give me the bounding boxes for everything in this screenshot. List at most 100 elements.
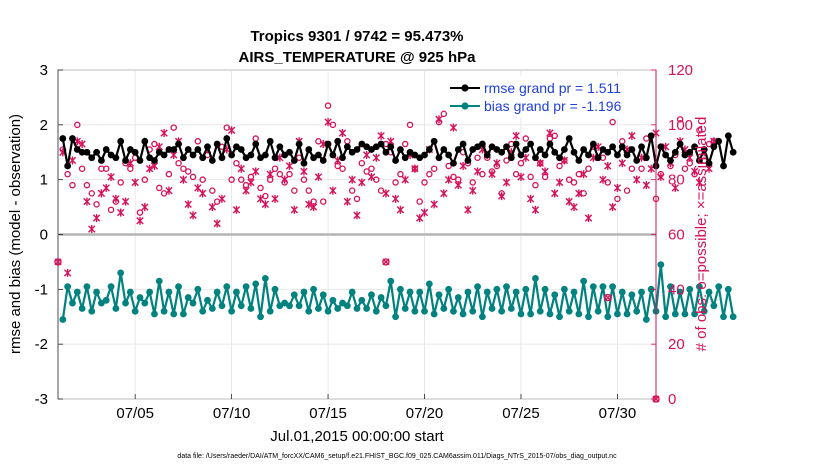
rmse-point-69 (392, 157, 399, 164)
possible-obs-point-51 (305, 187, 313, 194)
y-left-tick-label-4: 1 (40, 172, 48, 189)
assimilated-obs-point-125 (661, 142, 670, 151)
bias-point-55 (324, 307, 332, 315)
y-axis-left-ticks: -3 -2 -1 0 1 2 3 (35, 62, 63, 408)
bias-point-64 (368, 291, 375, 299)
bias-point-128 (676, 288, 684, 296)
possible-obs-point-72 (406, 121, 414, 129)
rmse-point-30 (204, 143, 211, 151)
assimilated-obs-point-61 (353, 211, 361, 220)
rmse-point-134 (705, 159, 713, 167)
possible-obs-point-130 (686, 159, 694, 167)
bias-point-6 (88, 307, 96, 315)
possible-obs-point-1 (64, 170, 71, 178)
rmse-point-6 (88, 154, 96, 162)
possible-obs-point-52 (310, 198, 317, 205)
possible-obs-point-79 (440, 110, 448, 118)
assimilated-obs-point-40 (252, 167, 260, 176)
bias-point-14 (126, 288, 134, 296)
rmse-point-12 (117, 137, 125, 145)
bias-point-73 (411, 307, 419, 315)
assimilated-obs-point-10 (107, 172, 115, 181)
possible-obs-point-117 (623, 187, 631, 194)
bias-point-114 (609, 283, 616, 290)
assimilated-obs-point-21 (160, 129, 168, 138)
bias-point-12 (117, 269, 125, 277)
legend-bias-label: bias grand pr = -1.196 (484, 98, 622, 114)
rmse-point-43 (266, 137, 274, 145)
chart-title: Tropics 9301 / 9742 = 95.473% (250, 28, 463, 45)
bias-point-111 (594, 307, 602, 315)
x-tick-label-5: 07/30 (599, 405, 637, 422)
rmse-point-23 (170, 146, 178, 153)
possible-obs-point-45 (276, 170, 284, 178)
possible-obs-point-115 (614, 195, 621, 203)
bias-point-126 (667, 283, 674, 290)
assimilated-obs-point-84 (464, 205, 472, 214)
rmse-point-95 (517, 151, 525, 159)
bias-point-69 (392, 313, 399, 321)
possible-obs-point-36 (233, 159, 240, 167)
rmse-point-120 (638, 143, 645, 151)
assimilated-obs-point-70 (396, 205, 405, 214)
assimilated-obs-point-121 (642, 181, 651, 190)
possible-obs-point-27 (189, 173, 197, 181)
possible-obs-point-23 (170, 124, 177, 131)
possible-obs-point-4 (78, 165, 86, 172)
rmse-point-136 (715, 137, 723, 145)
bias-point-90 (493, 285, 501, 293)
bias-point-36 (233, 288, 240, 296)
possible-obs-point-58 (339, 165, 346, 172)
bias-point-77 (430, 310, 438, 318)
bias-point-88 (483, 288, 491, 296)
bias-point-103 (556, 313, 563, 321)
bias-point-1 (64, 283, 72, 290)
assimilated-obs-point-119 (633, 175, 641, 184)
bias-line (61, 264, 735, 320)
rmse-point-99 (536, 146, 544, 153)
bias-point-101 (546, 310, 554, 318)
bias-point-124 (657, 261, 665, 269)
rmse-point-88 (483, 151, 491, 159)
x-tick-label-4: 07/25 (502, 405, 540, 422)
possible-obs-point-20 (156, 184, 163, 192)
assimilated-obs-point-44 (271, 194, 279, 203)
possible-obs-point-25 (180, 165, 187, 172)
assimilated-obs-point-65 (372, 153, 380, 162)
assimilated-obs-point-94 (512, 131, 520, 140)
bias-point-68 (387, 277, 395, 285)
rmse-point-97 (527, 140, 535, 148)
rmse-point-7 (93, 148, 100, 156)
bias-point-99 (536, 307, 544, 315)
bias-point-129 (681, 310, 689, 318)
possible-obs-point-85 (469, 179, 476, 186)
gap-point-1 (382, 258, 390, 266)
possible-obs-point-7 (93, 201, 100, 208)
rmse-point-110 (589, 140, 597, 148)
rmse-point-124 (657, 143, 665, 151)
assimilated-obs-point-66 (377, 131, 385, 140)
bias-point-95 (517, 310, 525, 318)
rmse-point-32 (213, 140, 221, 148)
possible-obs-point-2 (69, 181, 76, 189)
assimilated-obs-point-4 (78, 140, 86, 149)
bias-point-42 (261, 274, 269, 282)
bias-point-61 (353, 305, 361, 312)
rmse-point-105 (565, 135, 573, 142)
rmse-point-104 (560, 146, 568, 153)
rmse-point-106 (570, 148, 578, 156)
rmse-point-67 (382, 148, 390, 156)
bias-point-80 (445, 285, 453, 293)
assimilated-obs-point-71 (401, 175, 409, 184)
rmse-point-70 (397, 146, 404, 153)
bias-point-9 (102, 296, 110, 304)
assimilated-obs-point-29 (198, 189, 207, 198)
rmse-point-128 (676, 140, 684, 148)
rmse-point-100 (541, 151, 549, 159)
rmse-point-24 (175, 140, 182, 148)
rmse-point-133 (700, 146, 708, 153)
assimilated-obs-point-81 (449, 123, 458, 132)
possible-obs-point-82 (455, 176, 462, 183)
rmse-point-93 (507, 154, 515, 162)
